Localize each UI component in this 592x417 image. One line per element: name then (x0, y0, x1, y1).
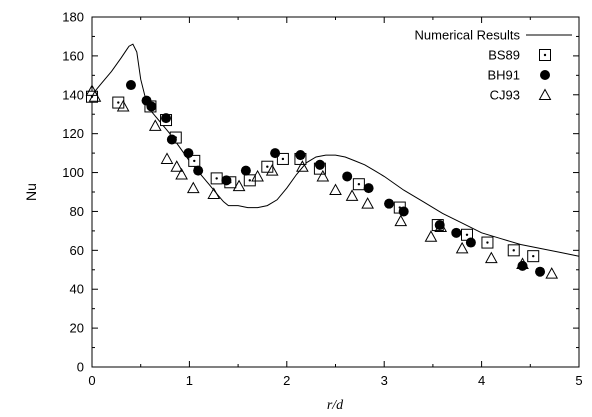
bs89-point-dot (512, 249, 515, 252)
legend-label: BS89 (488, 48, 520, 63)
legend-label: BH91 (487, 68, 520, 83)
x-tick-label: 4 (478, 373, 485, 388)
bh91-point (384, 198, 395, 209)
bh91-point (161, 113, 172, 124)
cj93-point (186, 181, 200, 194)
bh91-point (342, 171, 353, 182)
x-tick-labels: 0 1 2 3 4 5 (88, 373, 582, 388)
bs89-point-dot (486, 241, 489, 244)
cj93-point (232, 179, 246, 192)
cj93-point (545, 267, 559, 279)
bs89-point (243, 174, 256, 187)
cj93-point (455, 241, 469, 254)
cj93-point (434, 220, 448, 232)
legend-swatch-dot (543, 53, 547, 57)
cj93-point (251, 169, 264, 182)
cj93-point (361, 197, 374, 209)
cj93-point (345, 189, 359, 201)
y-tick-label: 140 (62, 87, 84, 102)
bs89-point-dot (465, 233, 469, 236)
bs89-point-dot (117, 101, 120, 104)
bh91-point (240, 165, 251, 176)
bh91-point (125, 80, 136, 91)
x-axis-title: r/d (327, 398, 344, 413)
cj93-point (265, 164, 279, 176)
bs89-point (352, 178, 365, 191)
bs89-point-dot (248, 179, 251, 182)
x-tick-label: 3 (381, 373, 388, 388)
y-tick-label: 80 (70, 204, 84, 219)
legend-swatch (540, 70, 550, 80)
numerical-results-line (91, 43, 580, 257)
bs89-point (276, 152, 289, 165)
bs89-point (527, 250, 540, 263)
legend-swatch (539, 49, 551, 61)
cj93-point (207, 187, 221, 199)
data-markers (85, 80, 559, 279)
cj93-point (394, 214, 408, 227)
bs89-point (481, 236, 494, 249)
cj93-point (116, 99, 130, 112)
cj93-point (85, 84, 99, 96)
y-tick-label: 0 (77, 360, 84, 375)
cj93-point (160, 152, 174, 164)
cj93-point (329, 183, 342, 196)
y-tick-label: 20 (70, 321, 84, 336)
legend: Numerical Results BS89 BH91 CJ93 (415, 28, 572, 103)
legend-swatch (538, 88, 552, 100)
cj93-point (516, 257, 529, 269)
y-tick-label: 160 (62, 48, 84, 63)
series-cj93 (85, 84, 559, 279)
x-tick-label: 0 (88, 373, 95, 388)
bs89-point (507, 244, 520, 257)
bh91-point (398, 206, 409, 217)
y-tick-label: 120 (62, 126, 84, 141)
bh91-point (193, 165, 204, 176)
bh91-point (535, 266, 546, 277)
cj93-point (424, 230, 438, 242)
bs89-point-dot (281, 157, 285, 161)
bs89-point (188, 154, 201, 167)
cj93-point (148, 119, 162, 131)
bh91-point (451, 227, 462, 238)
x-tick-label: 1 (186, 373, 193, 388)
y-tick-label: 60 (70, 243, 84, 258)
series-bh91 (125, 80, 546, 277)
cj93-point (484, 251, 498, 264)
bh91-point (363, 183, 374, 194)
y-tick-label: 180 (62, 10, 84, 25)
bh91-point (270, 148, 281, 159)
y-axis-title: Nu (23, 183, 39, 201)
bs89-point (210, 172, 223, 185)
cj93-point (296, 160, 309, 172)
axis-ticks (91, 16, 580, 368)
bh91-point (166, 134, 177, 145)
cj93-point (316, 169, 330, 182)
bh91-point (146, 101, 157, 112)
bh91-point (221, 175, 232, 186)
bh91-point (314, 159, 325, 170)
bh91-point (517, 260, 528, 271)
series-bs89 (86, 90, 540, 263)
bs89-point-dot (215, 177, 218, 180)
bs89-point-dot (357, 183, 361, 186)
numerical-results-curve (91, 43, 580, 257)
legend-label: Numerical Results (415, 28, 521, 43)
y-tick-labels: 0 20 40 60 80 100 120 140 160 180 (62, 10, 84, 375)
cj93-point (88, 90, 102, 102)
bh91-point (295, 150, 306, 161)
x-tick-label: 2 (283, 373, 290, 388)
bh91-point (465, 237, 476, 248)
bs89-point-dot (532, 254, 535, 258)
x-tick-label: 5 (575, 373, 582, 388)
y-tick-label: 100 (62, 165, 84, 180)
legend-label: CJ93 (490, 88, 520, 103)
cj93-point (175, 167, 188, 180)
bs89-point-dot (193, 159, 196, 163)
y-tick-label: 40 (70, 282, 84, 297)
cj93-point (170, 160, 184, 172)
bs89-point-dot (266, 165, 269, 168)
bh91-point (183, 148, 194, 159)
